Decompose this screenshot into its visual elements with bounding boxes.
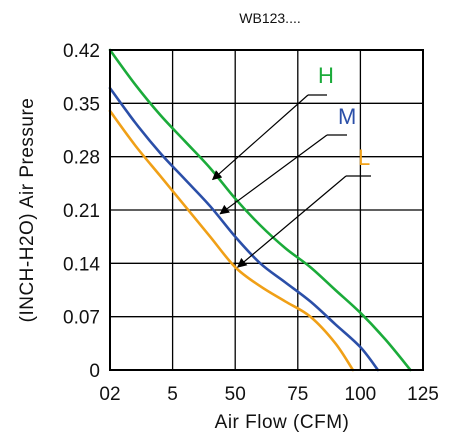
x-tick-label: 02 [99,384,120,405]
series-label-m: M [338,104,356,129]
series-line-h [108,48,412,372]
y-tick-label: 0.42 [63,41,100,62]
y-tick-label: 0.21 [63,201,100,222]
x-axis-ticks: 02 5 50 75 100 125 [99,384,438,405]
y-tick-label: 0.14 [63,254,100,275]
grid [110,50,423,370]
series-label-h: H [318,63,334,88]
plot-frame [109,49,424,371]
annotations: HML [211,63,371,268]
annotation-arrow-h [211,94,309,181]
curves [108,48,412,372]
chart-title: WB123.... [239,10,300,26]
series-line-l [108,109,355,372]
series-line-m [108,86,380,372]
y-tick-label: 0.35 [63,94,100,115]
x-tick-label: 125 [407,384,439,405]
x-axis-label: Air Flow (CFM) [215,412,350,433]
y-axis-label: (INCH-H2O) Air Pressure [17,98,38,323]
series-label-l: L [358,145,370,170]
x-tick-label: 75 [287,384,308,405]
x-tick-label: 5 [167,384,178,405]
y-axis-ticks: 0.42 0.35 0.28 0.21 0.14 0.07 0 [63,41,100,382]
x-tick-label: 50 [225,384,246,405]
x-tick-label: 100 [345,384,377,405]
y-tick-label: 0 [89,361,100,382]
y-tick-label: 0.07 [63,308,100,329]
annotation-arrow-l [236,175,347,268]
annotation-arrow-m [219,134,328,215]
y-tick-label: 0.28 [63,148,100,169]
